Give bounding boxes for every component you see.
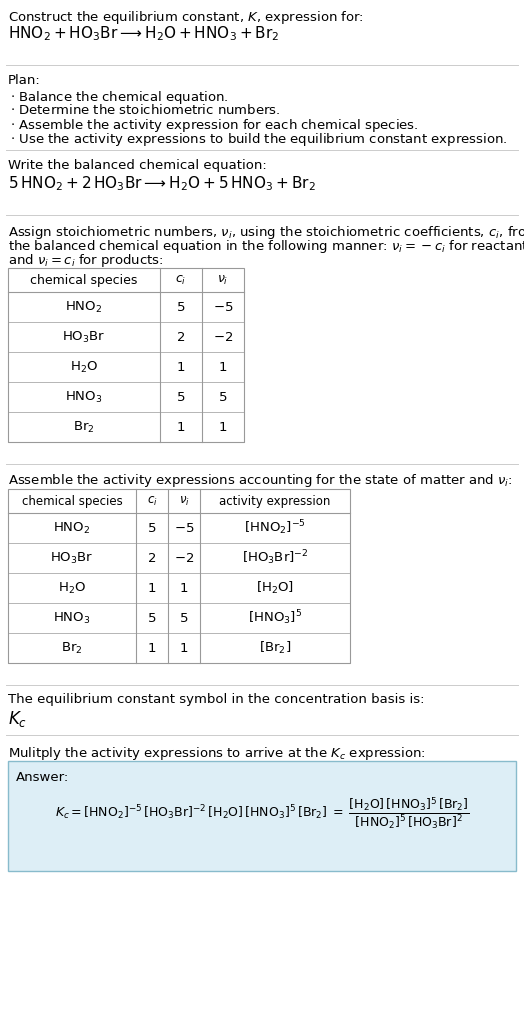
Text: Plan:: Plan:	[8, 74, 41, 87]
Text: $\mathrm{HO_3Br}$: $\mathrm{HO_3Br}$	[62, 329, 106, 344]
Text: $\mathrm{HNO_3}$: $\mathrm{HNO_3}$	[65, 389, 103, 405]
Text: Assign stoichiometric numbers, $\nu_i$, using the stoichiometric coefficients, $: Assign stoichiometric numbers, $\nu_i$, …	[8, 224, 524, 242]
Text: The equilibrium constant symbol in the concentration basis is:: The equilibrium constant symbol in the c…	[8, 693, 424, 706]
Text: $K_c = [\mathrm{HNO_2}]^{-5}\,[\mathrm{HO_3Br}]^{-2}\,[\mathrm{H_2O}]\,[\mathrm{: $K_c = [\mathrm{HNO_2}]^{-5}\,[\mathrm{H…	[54, 795, 470, 830]
Text: 5: 5	[148, 611, 156, 625]
Text: Mulitply the activity expressions to arrive at the $K_c$ expression:: Mulitply the activity expressions to arr…	[8, 745, 426, 762]
Text: 1: 1	[180, 642, 188, 654]
Text: $-2$: $-2$	[174, 551, 194, 565]
Text: 1: 1	[148, 642, 156, 654]
Text: $[\mathrm{HNO_3}]^5$: $[\mathrm{HNO_3}]^5$	[248, 608, 302, 628]
Text: $\mathrm{HO_3Br}$: $\mathrm{HO_3Br}$	[50, 550, 94, 566]
Text: chemical species: chemical species	[21, 494, 123, 507]
Text: 5: 5	[177, 301, 185, 314]
Text: $-5$: $-5$	[174, 522, 194, 535]
Text: $\cdot$ Determine the stoichiometric numbers.: $\cdot$ Determine the stoichiometric num…	[10, 103, 280, 117]
Text: 5: 5	[177, 390, 185, 404]
Bar	[8, 489, 350, 663]
Text: $\nu_i$: $\nu_i$	[179, 494, 189, 507]
Text: 1: 1	[219, 421, 227, 433]
Text: $c_i$: $c_i$	[147, 494, 157, 507]
Text: 2: 2	[177, 330, 185, 343]
Text: $-5$: $-5$	[213, 301, 233, 314]
Text: $\mathrm{5\,HNO_2 + 2\,HO_3Br \longrightarrow H_2O + 5\,HNO_3 + Br_2}$: $\mathrm{5\,HNO_2 + 2\,HO_3Br \longright…	[8, 174, 316, 193]
Text: the balanced chemical equation in the following manner: $\nu_i = -c_i$ for react: the balanced chemical equation in the fo…	[8, 238, 524, 255]
Text: $\cdot$ Assemble the activity expression for each chemical species.: $\cdot$ Assemble the activity expression…	[10, 117, 419, 135]
Text: Answer:: Answer:	[16, 771, 69, 784]
Text: 1: 1	[177, 361, 185, 374]
Text: 1: 1	[219, 361, 227, 374]
Text: 5: 5	[180, 611, 188, 625]
Text: 2: 2	[148, 551, 156, 565]
Text: $\nu_i$: $\nu_i$	[217, 273, 228, 286]
Text: 1: 1	[180, 582, 188, 594]
Text: $\mathrm{HNO_3}$: $\mathrm{HNO_3}$	[53, 610, 91, 626]
Text: $[\mathrm{HNO_2}]^{-5}$: $[\mathrm{HNO_2}]^{-5}$	[244, 519, 306, 537]
Text: 5: 5	[148, 522, 156, 535]
Bar	[8, 761, 516, 871]
Text: $c_i$: $c_i$	[176, 273, 187, 286]
Text: $\cdot$ Balance the chemical equation.: $\cdot$ Balance the chemical equation.	[10, 89, 228, 106]
Text: 1: 1	[177, 421, 185, 433]
Text: $\mathrm{HNO_2 + HO_3Br \longrightarrow H_2O + HNO_3 + Br_2}$: $\mathrm{HNO_2 + HO_3Br \longrightarrow …	[8, 24, 279, 43]
Text: activity expression: activity expression	[220, 494, 331, 507]
Text: $\mathrm{HNO_2}$: $\mathrm{HNO_2}$	[66, 300, 103, 315]
Text: $\mathrm{H_2O}$: $\mathrm{H_2O}$	[58, 581, 86, 595]
Bar	[8, 268, 244, 442]
Text: $[\mathrm{H_2O}]$: $[\mathrm{H_2O}]$	[256, 580, 294, 596]
Text: $\mathrm{Br_2}$: $\mathrm{Br_2}$	[73, 420, 95, 434]
Text: $K_c$: $K_c$	[8, 709, 27, 729]
Text: $\mathrm{Br_2}$: $\mathrm{Br_2}$	[61, 641, 83, 655]
Text: $[\mathrm{HO_3Br}]^{-2}$: $[\mathrm{HO_3Br}]^{-2}$	[242, 548, 308, 568]
Text: Assemble the activity expressions accounting for the state of matter and $\nu_i$: Assemble the activity expressions accoun…	[8, 472, 512, 489]
Text: $\mathrm{HNO_2}$: $\mathrm{HNO_2}$	[53, 521, 91, 536]
Text: $\cdot$ Use the activity expressions to build the equilibrium constant expressio: $\cdot$ Use the activity expressions to …	[10, 131, 507, 148]
Text: Construct the equilibrium constant, $K$, expression for:: Construct the equilibrium constant, $K$,…	[8, 9, 364, 26]
Text: 5: 5	[219, 390, 227, 404]
Text: chemical species: chemical species	[30, 273, 138, 286]
Text: $-2$: $-2$	[213, 330, 233, 343]
Text: Write the balanced chemical equation:: Write the balanced chemical equation:	[8, 159, 267, 172]
Text: and $\nu_i = c_i$ for products:: and $\nu_i = c_i$ for products:	[8, 252, 163, 269]
Text: $[\mathrm{Br_2}]$: $[\mathrm{Br_2}]$	[259, 640, 291, 656]
Text: 1: 1	[148, 582, 156, 594]
Text: $\mathrm{H_2O}$: $\mathrm{H_2O}$	[70, 360, 98, 375]
